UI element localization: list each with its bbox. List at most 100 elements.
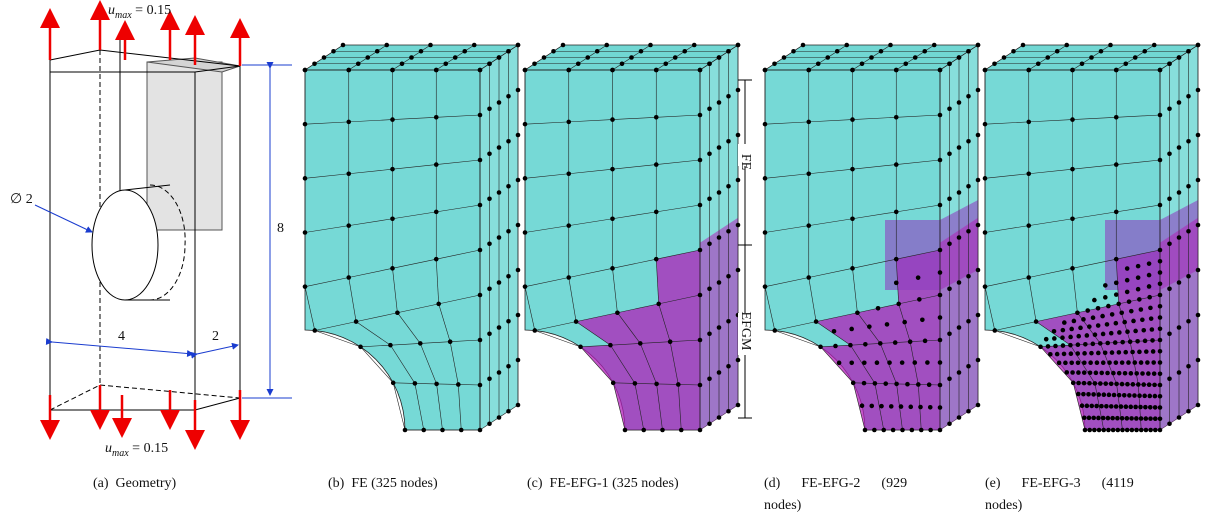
- mesh-line: [656, 204, 701, 213]
- node: [908, 404, 914, 410]
- node: [648, 42, 653, 48]
- node: [496, 325, 502, 330]
- node: [1113, 320, 1119, 326]
- node: [1081, 415, 1087, 421]
- mesh-line: [1028, 277, 1037, 322]
- node: [1075, 342, 1081, 348]
- node: [726, 318, 731, 324]
- node: [1056, 360, 1062, 366]
- node: [522, 176, 528, 181]
- node: [477, 292, 483, 298]
- node: [975, 132, 981, 138]
- node: [1096, 350, 1101, 356]
- mesh-line: [896, 249, 941, 260]
- node: [1167, 421, 1172, 427]
- node: [867, 324, 872, 329]
- node: [1060, 335, 1065, 340]
- node: [1107, 360, 1112, 365]
- node: [726, 228, 731, 234]
- node: [506, 48, 511, 54]
- node: [888, 42, 893, 48]
- node: [975, 267, 981, 273]
- node: [1075, 360, 1081, 366]
- node: [1076, 380, 1081, 386]
- node: [893, 162, 899, 167]
- node: [1081, 380, 1087, 386]
- node: [1068, 351, 1074, 357]
- node: [1114, 381, 1119, 387]
- node: [905, 381, 910, 387]
- node: [610, 117, 615, 122]
- load-subscript: max: [115, 10, 132, 21]
- efgm-cell: [580, 345, 635, 384]
- node: [1143, 349, 1149, 354]
- node: [1096, 415, 1101, 421]
- node: [716, 55, 722, 60]
- caption: (a) Geometry): [93, 476, 177, 491]
- node: [496, 190, 502, 195]
- node: [956, 325, 962, 330]
- node: [947, 331, 952, 337]
- node: [937, 337, 943, 343]
- node: [678, 427, 684, 433]
- node: [1045, 55, 1051, 60]
- node: [947, 196, 952, 202]
- node: [1064, 42, 1070, 48]
- node: [735, 87, 741, 93]
- node: [1146, 284, 1152, 289]
- mesh-line: [774, 321, 817, 331]
- node: [918, 404, 923, 410]
- node: [1121, 392, 1127, 398]
- node: [1070, 266, 1075, 271]
- node: [1113, 280, 1119, 286]
- node: [1137, 297, 1142, 302]
- node: [566, 119, 572, 125]
- mesh-line: [397, 303, 439, 314]
- node: [1123, 404, 1129, 410]
- node: [697, 67, 703, 73]
- mesh-line: [1028, 168, 1073, 175]
- node: [872, 427, 877, 433]
- node: [697, 112, 703, 118]
- node: [966, 363, 971, 369]
- node: [477, 427, 483, 433]
- node: [312, 328, 318, 333]
- node: [1089, 55, 1094, 60]
- mesh-line: [852, 382, 866, 431]
- node: [813, 319, 819, 324]
- mesh-line: [393, 382, 415, 384]
- node: [1148, 427, 1153, 433]
- node: [1124, 266, 1130, 271]
- height-label: 8: [277, 221, 284, 236]
- node: [893, 256, 899, 262]
- node: [1151, 360, 1156, 365]
- mesh-line: [658, 294, 701, 305]
- mesh-line: [436, 249, 481, 260]
- node: [1176, 280, 1182, 285]
- node: [735, 222, 741, 228]
- node: [735, 357, 741, 363]
- node: [477, 157, 483, 163]
- node: [1186, 273, 1191, 279]
- node: [982, 176, 988, 181]
- node: [937, 270, 943, 275]
- node: [707, 151, 712, 157]
- efgm-cell: [850, 343, 897, 384]
- node: [515, 87, 521, 93]
- node: [522, 121, 528, 127]
- node: [302, 284, 308, 289]
- node: [928, 427, 933, 433]
- node: [402, 427, 408, 433]
- node: [697, 382, 703, 388]
- node: [900, 427, 905, 433]
- mesh-line: [852, 258, 897, 269]
- node: [697, 202, 703, 208]
- node: [956, 415, 962, 420]
- node: [1103, 295, 1108, 300]
- node: [660, 427, 665, 433]
- node: [716, 280, 722, 285]
- node: [641, 427, 647, 433]
- node: [433, 162, 439, 167]
- mesh-line: [568, 218, 613, 226]
- node: [956, 235, 962, 240]
